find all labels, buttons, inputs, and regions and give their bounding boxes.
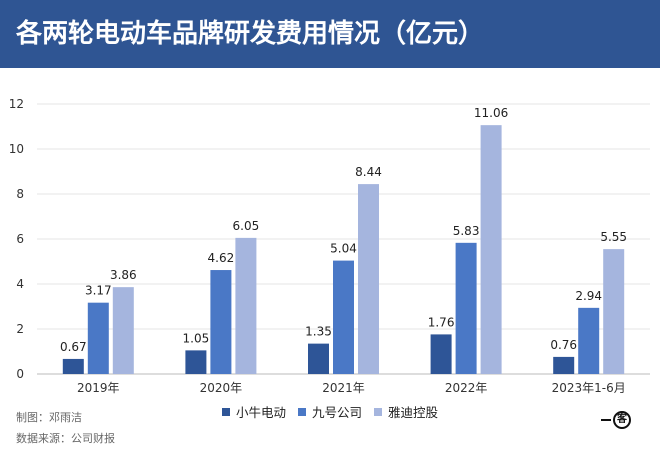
data-label: 5.55 (600, 230, 627, 244)
legend-label: 小牛电动 (235, 405, 286, 420)
bar (455, 242, 477, 374)
data-label: 0.76 (550, 338, 577, 352)
x-tick-label: 2019年 (77, 381, 120, 395)
bar (87, 302, 109, 374)
bar (62, 358, 84, 374)
x-tick-label: 2020年 (200, 381, 243, 395)
legend-swatch (374, 408, 382, 416)
bar (553, 356, 575, 374)
x-tick-label: 2022年 (445, 381, 488, 395)
data-label: 8.44 (355, 165, 382, 179)
data-label: 5.83 (453, 224, 480, 238)
y-tick-label: 12 (9, 97, 24, 111)
bar (480, 125, 502, 375)
y-tick-label: 0 (16, 367, 24, 381)
legend-swatch (297, 408, 306, 416)
logo-mark-icon: 客 (613, 411, 631, 429)
x-tick-label: 2023年1-6月 (552, 381, 626, 395)
legend-swatch (221, 408, 230, 416)
data-label: 1.76 (428, 315, 455, 329)
bar (358, 184, 379, 374)
bar (430, 334, 452, 374)
data-label: 2.94 (575, 289, 602, 303)
bar (235, 237, 257, 374)
bar (333, 260, 354, 374)
legend-label: 雅迪控股 (388, 405, 439, 420)
y-tick-label: 6 (16, 232, 24, 246)
bar (603, 249, 625, 374)
bar (185, 350, 207, 374)
bar (308, 343, 329, 374)
data-label: 4.62 (208, 251, 235, 265)
y-tick-label: 10 (9, 142, 24, 156)
data-label: 11.06 (474, 106, 508, 120)
header-banner: 各两轮电动车品牌研发费用情况（亿元） (0, 0, 660, 68)
data-label: 1.05 (183, 331, 210, 345)
data-label: 6.05 (233, 219, 260, 233)
data-label: 1.35 (305, 325, 332, 339)
chart-legend: 小牛电动 九号公司 雅迪控股 (0, 402, 660, 420)
data-label: 3.17 (85, 284, 112, 298)
bar (112, 287, 134, 374)
legend-item: 九号公司 (297, 402, 362, 421)
author-credit: 制图：邓雨洁 (16, 411, 82, 424)
bar (210, 270, 232, 374)
y-tick-label: 4 (16, 277, 24, 291)
bar (578, 307, 600, 374)
data-label: 3.86 (110, 268, 137, 282)
legend-item: 雅迪控股 (374, 402, 438, 421)
brand-logo: 客 (601, 411, 641, 429)
chart-title: 各两轮电动车品牌研发费用情况（亿元） (16, 19, 485, 49)
x-tick-label: 2021年 (322, 381, 365, 395)
y-tick-label: 8 (16, 187, 24, 201)
data-label: 5.04 (330, 242, 357, 256)
source-credit: 数据来源：公司财报 (16, 432, 115, 445)
data-label: 0.67 (60, 340, 87, 354)
legend-label: 九号公司 (311, 405, 362, 420)
y-tick-label: 2 (16, 322, 24, 336)
bar-chart: 0 2 4 6 8 10 12 0.67 3.17 3.86 2019年 1.05 4.62 6.05 20… (9, 97, 650, 395)
logo-dash (601, 419, 611, 421)
legend-item: 小牛电动 (221, 402, 286, 421)
